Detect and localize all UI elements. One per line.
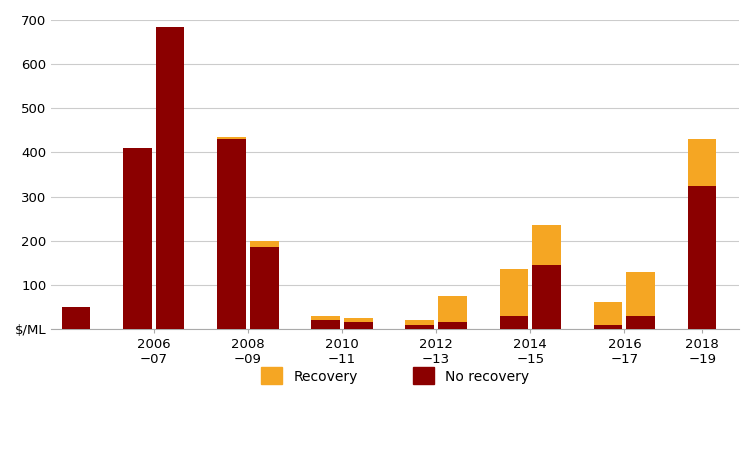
Bar: [344, 322, 372, 329]
Bar: [532, 265, 561, 329]
Legend: Recovery, No recovery: Recovery, No recovery: [256, 362, 535, 390]
Bar: [217, 137, 246, 139]
Bar: [627, 272, 655, 316]
Bar: [311, 316, 340, 320]
Bar: [688, 185, 716, 329]
Bar: [250, 247, 279, 329]
Bar: [217, 139, 246, 329]
Bar: [250, 241, 279, 247]
Bar: [500, 269, 529, 316]
Bar: [311, 320, 340, 329]
Bar: [438, 296, 467, 322]
Bar: [344, 318, 372, 322]
Bar: [156, 26, 185, 329]
Bar: [62, 307, 90, 329]
Bar: [406, 325, 434, 329]
Bar: [593, 303, 622, 325]
Bar: [688, 139, 716, 185]
Bar: [627, 316, 655, 329]
Bar: [123, 148, 152, 329]
Bar: [532, 225, 561, 265]
Bar: [593, 325, 622, 329]
Bar: [500, 316, 529, 329]
Bar: [406, 320, 434, 325]
Bar: [438, 322, 467, 329]
